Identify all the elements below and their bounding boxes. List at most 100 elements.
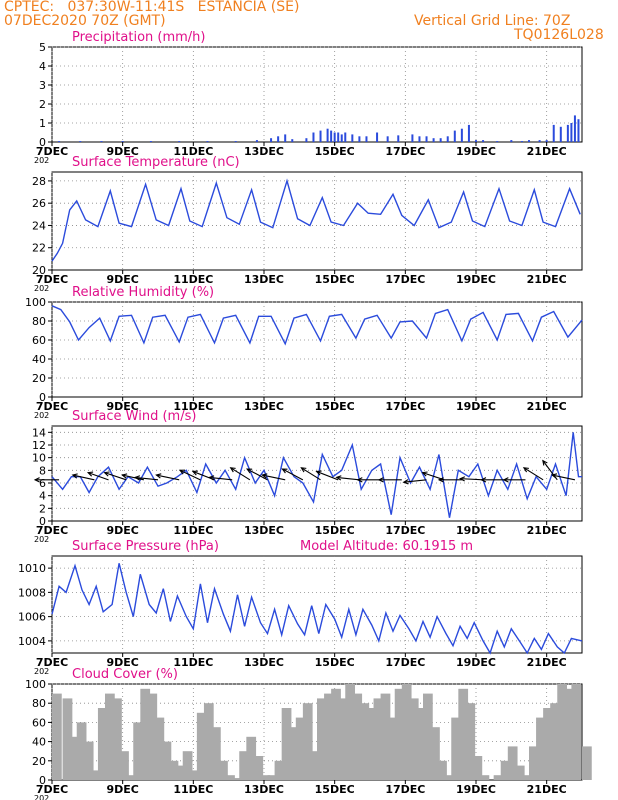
x-tick-label: 21DEC <box>527 273 567 286</box>
cloud-bar <box>97 708 108 780</box>
precip-bar <box>149 141 152 142</box>
precip-bar <box>358 136 361 142</box>
x-tick-label: 15DEC <box>315 656 355 669</box>
cloud-bar <box>182 751 193 780</box>
x-tick-label: 11DEC <box>173 145 213 158</box>
cloud-bar <box>147 693 158 780</box>
cloud-bar <box>359 703 370 780</box>
x-tick-label: 11DEC <box>173 400 213 413</box>
x-tick-label: 11DEC <box>173 524 213 537</box>
precip-bar <box>284 134 287 142</box>
y-tick-label: 100 <box>25 296 46 309</box>
wind-arrow-head <box>356 477 363 483</box>
wind-arrow-head <box>300 467 307 473</box>
precip-bar <box>520 141 523 142</box>
cloud-bar <box>253 756 264 780</box>
wind-arrow-head <box>33 477 40 483</box>
wind-arrow <box>179 469 201 481</box>
precip-bar <box>446 136 449 142</box>
x-tick-label: 13DEC <box>244 783 284 796</box>
cloud-bar <box>225 775 235 780</box>
precip-bar <box>418 136 421 142</box>
y-tick-label: 20 <box>32 372 46 385</box>
wind-arrow-head <box>178 469 186 475</box>
cloud-bar <box>564 688 575 780</box>
wind-arrow-head <box>315 470 322 476</box>
panel-press: 1004 1006 1008 1010 7DEC 9DEC 11DEC 13DEC 15DEC 1… <box>18 539 583 676</box>
wind-arrow-head <box>522 467 529 473</box>
x-tick-label: 7DEC <box>36 524 68 537</box>
cloud-bar <box>557 684 568 780</box>
x-tick-label: 15DEC <box>315 145 355 158</box>
wind-arrow-head <box>281 468 288 474</box>
precip-bar <box>482 140 485 142</box>
x-tick-label: 19DEC <box>456 273 496 286</box>
x-year-hint: 202 <box>34 156 49 165</box>
x-year-hint: 202 <box>34 794 49 800</box>
wind-arrow-head <box>480 477 487 483</box>
cloud-bar <box>62 698 73 780</box>
wind-arrow <box>301 467 321 481</box>
precip-bar <box>333 132 336 142</box>
precip-bar <box>340 134 343 142</box>
x-tick-label: 19DEC <box>456 145 496 158</box>
precip-bar <box>411 134 414 142</box>
x-tick-label: 17DEC <box>385 524 425 537</box>
precip-bar <box>337 132 340 142</box>
y-tick-label: 22 <box>32 242 46 255</box>
precip-bar <box>312 132 315 142</box>
panel-title: Surface Wind (m/s) <box>72 409 196 424</box>
wind-arrow <box>336 476 360 481</box>
cloud-bar <box>430 727 440 780</box>
cloud-bar <box>415 708 426 780</box>
y-tick-label: 26 <box>32 197 46 210</box>
precip-bar <box>397 135 400 142</box>
cloud-bar <box>338 698 348 780</box>
precip-bar <box>100 141 103 142</box>
cloud-bar <box>345 684 356 780</box>
cloud-bar <box>582 746 592 780</box>
precip-bar <box>291 139 294 142</box>
cloud-bar <box>126 775 136 780</box>
x-tick-label: 19DEC <box>456 524 496 537</box>
cloud-bar <box>366 708 377 780</box>
x-year-hint: 202 <box>34 411 49 420</box>
cloud-bar <box>437 760 447 780</box>
cloud-bar <box>90 770 101 780</box>
precip-bar <box>425 136 428 142</box>
cloud-bar <box>69 736 80 780</box>
wind-arrow-head <box>437 477 444 483</box>
x-tick-label: 7DEC <box>36 783 68 796</box>
x-tick-label: 21DEC <box>527 145 567 158</box>
precip-bar <box>577 119 580 142</box>
wind-arrow <box>209 476 233 481</box>
x-tick-label: 9DEC <box>106 273 138 286</box>
wind-arrow <box>460 478 484 481</box>
x-tick-label: 11DEC <box>173 783 213 796</box>
precip-bar <box>121 141 124 142</box>
header-code: TQ0126L028 <box>514 27 604 43</box>
y-tick-label: 20 <box>32 264 46 277</box>
cloud-bar <box>507 746 518 780</box>
cloud-bar <box>543 708 553 780</box>
cloud-bar <box>260 775 271 780</box>
y-tick-label: 1006 <box>18 611 46 624</box>
y-tick-label: 5 <box>39 41 46 54</box>
precip-bar <box>545 140 548 142</box>
cloud-bar <box>472 756 483 780</box>
y-tick-label: 4 <box>39 60 46 73</box>
wind-arrow-head <box>261 473 268 479</box>
rh-line <box>51 305 583 346</box>
wind-arrow-head <box>550 473 558 479</box>
wind-arrow <box>552 474 576 481</box>
y-tick-label: 4 <box>39 490 46 503</box>
wind-arrow-head <box>71 473 78 479</box>
precip-bar <box>79 141 82 142</box>
x-tick-label: 9DEC <box>106 145 138 158</box>
y-tick-label: 10 <box>32 452 46 465</box>
wind-arrow-head <box>191 470 198 476</box>
cloud-bar <box>274 760 285 780</box>
precip-bar <box>330 130 333 142</box>
precip-bar <box>206 141 209 142</box>
panel-title: Relative Humidity (%) <box>72 285 214 300</box>
